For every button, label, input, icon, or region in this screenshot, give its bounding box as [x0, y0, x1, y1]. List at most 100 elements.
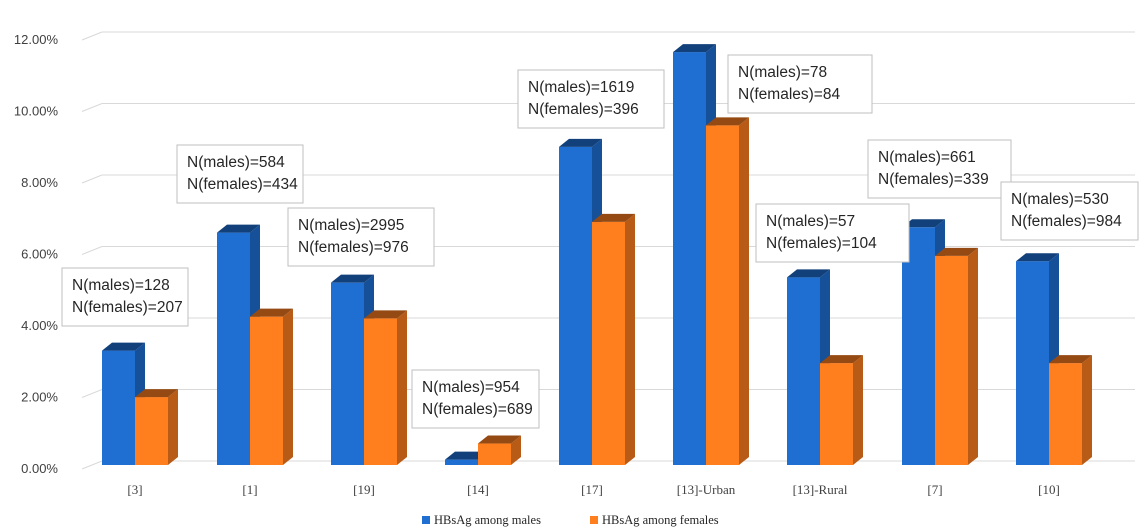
bar-females-side	[283, 308, 293, 465]
bar-males-top	[102, 342, 145, 351]
bar-females-side	[511, 435, 521, 465]
bar-males-top	[902, 219, 945, 228]
bar-females-front	[592, 221, 625, 465]
gridline-depth	[81, 174, 103, 184]
bar-females-side	[853, 355, 863, 465]
annotation-box: N(males)=128 N(females)=207	[61, 267, 189, 327]
annotation-text: N(females)=207	[72, 299, 183, 316]
annotation-frame	[411, 369, 540, 429]
x-category-label: [13]-Urban	[677, 482, 736, 497]
annotation-text: N(males)=530	[1011, 191, 1109, 208]
x-category-label: [14]	[467, 482, 489, 497]
x-category-label: [7]	[927, 482, 942, 497]
bar-males-top	[559, 138, 602, 147]
bar-males-top	[1016, 253, 1059, 262]
bar-males-front	[673, 52, 706, 466]
bar-females-top	[592, 213, 635, 222]
x-category-label: [13]-Rural	[793, 482, 848, 497]
bar-females	[364, 310, 407, 465]
annotation-frame	[517, 69, 665, 129]
bar-females-side	[168, 389, 178, 465]
bar-females-side	[1082, 355, 1092, 465]
bars	[102, 44, 1092, 466]
bar-males-front	[787, 277, 820, 465]
bar-males-front	[445, 459, 478, 465]
y-tick-label: 0.00%	[21, 461, 58, 476]
bar-females-front	[250, 316, 283, 465]
annotation-text: N(males)=661	[878, 149, 976, 166]
bar-females-top	[935, 247, 978, 256]
bar-females	[1049, 355, 1092, 465]
y-axis-ticks: 0.00% 2.00% 4.00% 6.00% 8.00% 10.00% 12.00%	[14, 32, 59, 476]
annotation-box: N(males)=57 N(females)=104	[755, 203, 910, 263]
bar-females-front	[706, 125, 739, 465]
annotation-frame	[727, 54, 873, 114]
annotations: N(males)=128 N(females)=207 N(males)=584 N(…	[61, 54, 1139, 429]
annotation-text: N(males)=2995	[298, 217, 404, 234]
bar-females-top	[135, 389, 178, 398]
legend: HBsAg among males HBsAg among females	[422, 513, 719, 527]
annotation-text: N(males)=57	[766, 213, 855, 230]
gridline-depth	[81, 389, 103, 398]
y-tick-label: 6.00%	[21, 247, 58, 262]
bar-males-top	[673, 44, 716, 53]
bar-females	[820, 355, 863, 465]
annotation-text: N(males)=128	[72, 277, 170, 294]
bar-females-front	[135, 397, 168, 465]
bar-females-top	[364, 310, 407, 319]
bar-females-front	[364, 318, 397, 465]
bar-females	[592, 213, 635, 465]
annotation-frame	[755, 203, 910, 263]
annotation-text: N(males)=584	[187, 154, 285, 171]
bar-males-front	[102, 350, 135, 465]
annotation-text: N(males)=1619	[528, 79, 634, 96]
bar-females-front	[478, 443, 511, 465]
annotation-text: N(females)=976	[298, 239, 409, 256]
bar-females-side	[397, 310, 407, 465]
bar-females	[135, 389, 178, 465]
bar-females-top	[250, 308, 293, 317]
bar-females-side	[739, 117, 749, 465]
bar-females-top	[1049, 355, 1092, 364]
bar-females	[935, 247, 978, 465]
bar-males-front	[331, 282, 364, 465]
gridline-depth	[81, 31, 103, 41]
bar-males-front	[1016, 261, 1049, 465]
legend-label: HBsAg among females	[602, 513, 719, 527]
bar-females-side	[968, 247, 978, 465]
bar-females-front	[935, 255, 968, 465]
annotation-text: N(males)=954	[422, 379, 520, 396]
bar-males	[217, 224, 260, 465]
annotation-text: N(females)=396	[528, 101, 639, 118]
bar-females-top	[820, 355, 863, 364]
bar-females-front	[1049, 363, 1082, 465]
annotation-text: N(females)=104	[766, 235, 877, 252]
annotation-frame	[1000, 181, 1139, 241]
legend-label: HBsAg among males	[434, 513, 541, 527]
bar-males-top	[331, 274, 374, 283]
annotation-box: N(males)=661 N(females)=339	[867, 139, 1012, 199]
gridline-depth	[81, 460, 103, 470]
bar-females-top	[706, 117, 749, 126]
annotation-box: N(males)=954 N(females)=689	[411, 369, 540, 429]
annotation-text: N(females)=689	[422, 401, 533, 418]
annotation-text: N(females)=434	[187, 176, 298, 193]
bar-females	[706, 117, 749, 465]
annotation-frame	[61, 267, 189, 327]
annotation-box: N(males)=2995 N(females)=976	[287, 207, 435, 267]
bar-males-front	[559, 146, 592, 465]
x-category-label: [3]	[127, 482, 142, 497]
gridline-depth	[81, 103, 103, 112]
gridline-depth	[81, 246, 103, 255]
bar-females	[478, 435, 521, 465]
bar-females-top	[478, 435, 521, 444]
bar-females-front	[820, 363, 853, 465]
legend-swatch	[590, 516, 598, 524]
legend-swatch	[422, 516, 430, 524]
x-category-label: [1]	[242, 482, 257, 497]
y-tick-label: 10.00%	[14, 104, 59, 119]
annotation-text: N(females)=984	[1011, 213, 1122, 230]
bar-females	[250, 308, 293, 465]
